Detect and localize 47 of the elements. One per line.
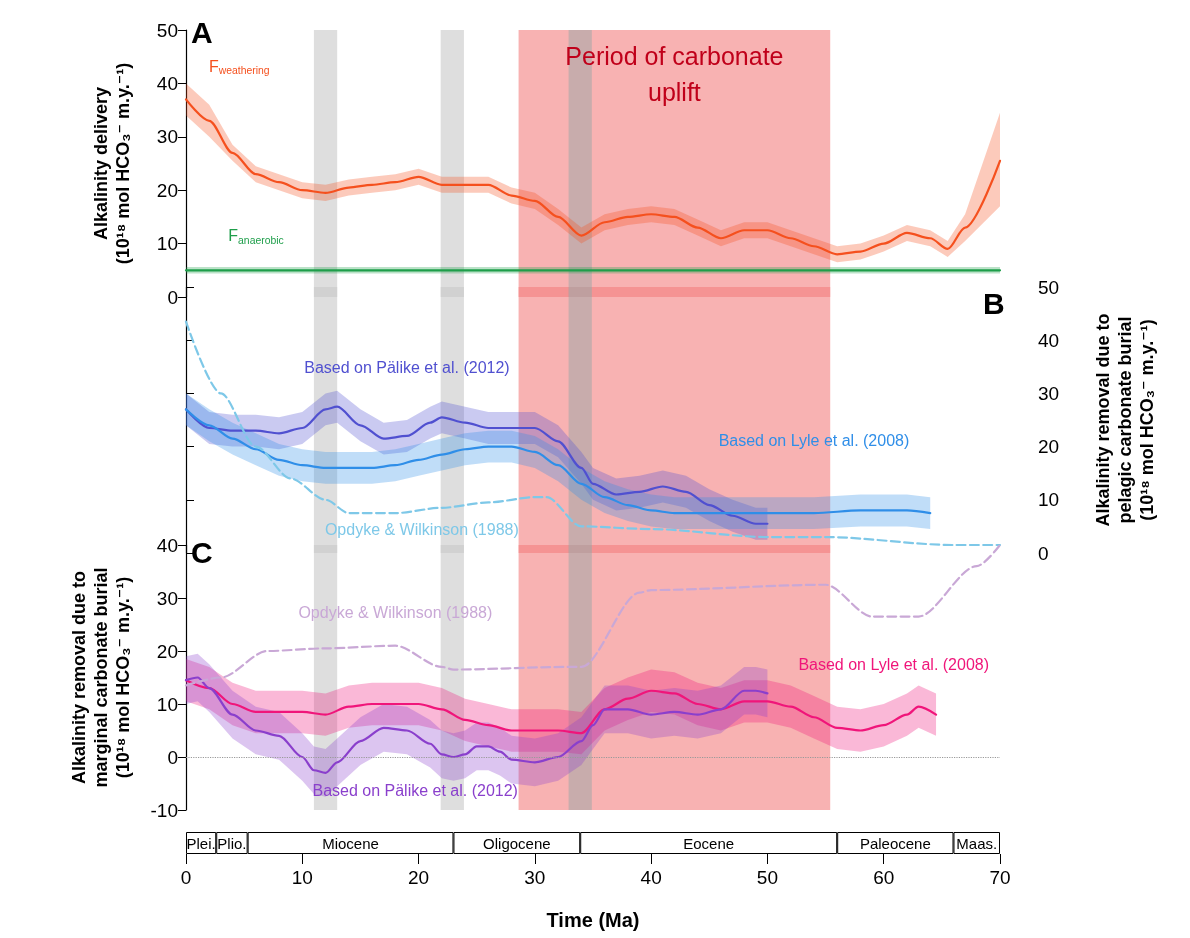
text: Based on Lyle et al. (2008): [718, 431, 910, 449]
series-label: Miocene: [322, 834, 379, 852]
series-label: Oligocene: [483, 834, 551, 852]
y-tick-label: 0: [167, 286, 178, 308]
x-tick-label: 30: [524, 867, 546, 888]
y-tick-label: 40: [156, 534, 178, 556]
y2-tick-label: 50: [1038, 276, 1060, 298]
y-tick-label: 50: [156, 19, 178, 41]
series-label: Opdyke & Wilkinson (1988): [298, 604, 493, 622]
y2-tick-label: 30: [1038, 382, 1060, 404]
y-axis-title: Alkalinity removal due to marginal carbonate burial (10¹⁸ mol HCO₃⁻ m.y.⁻¹): [69, 567, 133, 788]
y-tick-label: 30: [156, 126, 178, 148]
series-label: Eocene: [683, 834, 735, 852]
chart-title: A: [191, 15, 213, 49]
series-label: Paleocene: [859, 834, 931, 852]
y-tick-label: 10: [156, 693, 178, 715]
y-axis-title: Alkalinity delivery (10¹⁸ mol HCO₃⁻ m.y.⁻¹): [91, 62, 133, 265]
series-label: Plio.: [217, 834, 247, 852]
y2-axis-title: Alkalinity removal due to pelagic carbonate burial (10¹⁸ mol HCO₃⁻ m.y.⁻¹): [1093, 313, 1157, 527]
x-tick-label: 60: [873, 867, 895, 888]
y2-tick-label: 20: [1038, 436, 1060, 458]
y-tick-label: 10: [156, 233, 178, 255]
y-tick-label: 0: [167, 746, 178, 768]
chart-title: C: [191, 535, 213, 569]
x-tick-label: 40: [640, 867, 662, 888]
x-tick-label: 70: [989, 867, 1011, 888]
y-tick-label: 20: [156, 179, 178, 201]
y2-tick-label: 40: [1038, 329, 1060, 351]
x-axis-title: Time (Ma): [546, 909, 640, 931]
x-tick-label: 20: [408, 867, 430, 888]
x-tick-label: 50: [756, 867, 778, 888]
y2-tick-label: 0: [1038, 542, 1049, 564]
x-tick-label: 10: [291, 867, 313, 888]
text: Based on Lyle et al. (2008): [798, 655, 990, 673]
series-label: Based on Pälike et al. (2012): [312, 782, 518, 800]
y-tick-label: 40: [156, 72, 178, 94]
text: Based on Pälike et al. (2012): [304, 359, 510, 377]
x-tick-label: 0: [180, 867, 192, 888]
series-label: Opdyke & Wilkinson (1988): [324, 521, 519, 539]
y-tick-label: 30: [156, 587, 178, 609]
y2-tick-label: 10: [1038, 489, 1060, 511]
series-label: Plei.: [186, 834, 216, 852]
y-tick-label: 20: [156, 640, 178, 662]
chart-title: B: [983, 286, 1005, 320]
band-label: Period of carbonate uplift: [565, 42, 784, 106]
y-tick-label: -10: [150, 799, 178, 821]
series-label: Maas.: [956, 834, 998, 852]
